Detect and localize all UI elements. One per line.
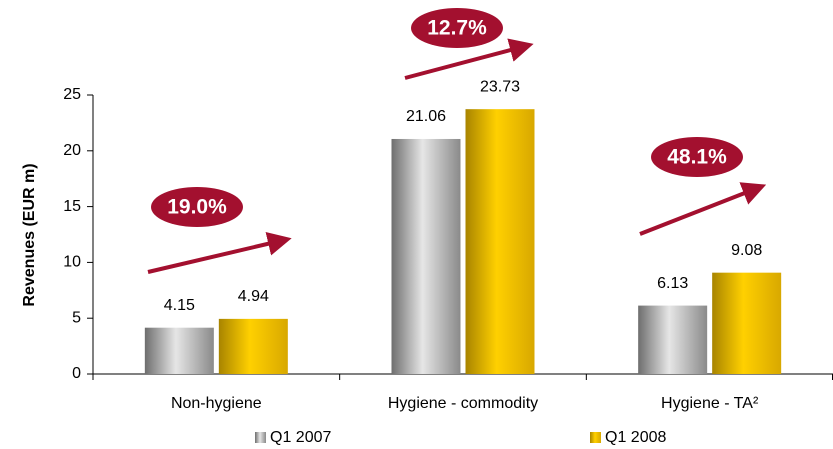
- annotation-badge: [651, 137, 743, 177]
- legend-label: Q1 2007: [270, 429, 331, 446]
- bar: [712, 272, 782, 374]
- x-tick-label: Hygiene - TA²: [661, 395, 759, 412]
- value-label: 21.06: [406, 108, 446, 125]
- legend-label: Q1 2008: [605, 429, 666, 446]
- y-tick-label: 5: [72, 309, 81, 326]
- annotation-text: 19.0%: [167, 196, 227, 219]
- annotation-text: 48.1%: [667, 146, 727, 169]
- annotation-arrow: [639, 182, 767, 236]
- legend-swatch: [590, 432, 601, 443]
- x-tick-label: Hygiene - commodity: [388, 395, 538, 412]
- bar: [638, 305, 708, 374]
- x-tick-label: Non-hygiene: [171, 395, 262, 412]
- y-tick-label: 0: [72, 365, 81, 382]
- value-label: 4.94: [238, 288, 269, 305]
- legend-swatch: [255, 432, 266, 443]
- bar: [144, 327, 214, 374]
- annotation-badge: [151, 187, 243, 227]
- annotation-badge: [411, 8, 503, 48]
- annotation-text: 12.7%: [427, 17, 487, 40]
- bar: [218, 318, 288, 374]
- value-label: 9.08: [731, 242, 762, 259]
- value-label: 6.13: [657, 275, 688, 292]
- annotation-arrow: [147, 232, 292, 274]
- y-tick-label: 15: [63, 198, 81, 215]
- y-tick-label: 20: [63, 142, 81, 159]
- y-axis-label: Revenues (EUR m): [21, 163, 38, 306]
- value-label: 23.73: [480, 78, 520, 95]
- value-label: 4.15: [164, 297, 195, 314]
- bar: [391, 138, 461, 374]
- y-tick-label: 25: [63, 86, 81, 103]
- bar: [465, 109, 535, 374]
- annotation-arrow: [404, 38, 534, 80]
- y-tick-label: 10: [63, 254, 81, 271]
